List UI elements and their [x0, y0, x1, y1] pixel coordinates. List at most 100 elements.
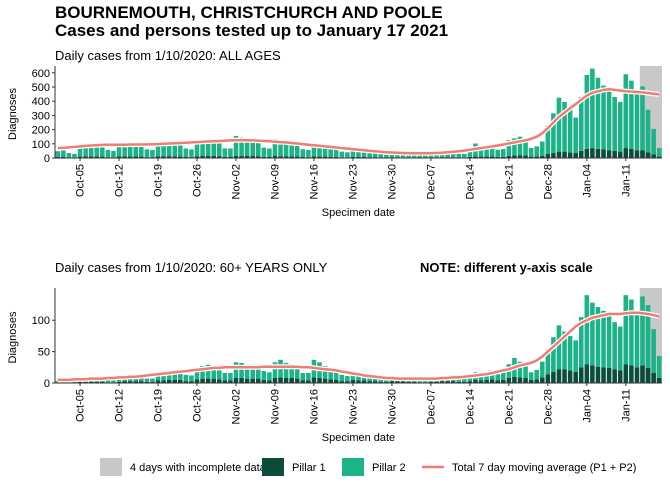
bar-segment — [161, 141, 166, 157]
legend-label: Pillar 2 — [372, 462, 406, 474]
bar-segment — [105, 150, 111, 158]
x-tick-label: Nov-23 — [347, 164, 359, 199]
bar-segment — [345, 381, 350, 383]
bar-segment — [606, 90, 612, 151]
bar-segment — [601, 149, 606, 158]
bar-segment — [651, 154, 656, 158]
bar-segment — [66, 153, 72, 158]
bar-segment — [601, 367, 606, 383]
bar-segment — [311, 142, 317, 157]
x-tick-label: Dec-14 — [464, 389, 476, 424]
bar-segment — [629, 299, 634, 366]
x-axis-label: Specimen date — [322, 207, 395, 219]
bar-segment — [562, 101, 567, 152]
bar-segment — [161, 380, 166, 383]
bar-segment — [534, 369, 539, 380]
bar-segment — [484, 147, 489, 157]
bar-segment — [172, 142, 178, 157]
bar-segment — [590, 302, 595, 366]
x-tick-label: Oct-19 — [153, 164, 165, 197]
bar-segment — [144, 378, 150, 382]
bar-segment — [517, 155, 523, 158]
bar-segment — [139, 145, 144, 157]
bar-segment — [384, 154, 389, 158]
bar-segment — [545, 154, 551, 158]
bar-segment — [261, 156, 267, 158]
x-tick-label: Dec-21 — [503, 389, 515, 424]
bar-segment — [601, 85, 606, 150]
bar-segment — [228, 372, 233, 381]
bar-segment — [222, 148, 228, 157]
bar-segment — [528, 156, 534, 158]
x-tick-label: Oct-12 — [114, 164, 126, 197]
bar-segment — [189, 375, 194, 382]
bar-segment — [239, 137, 244, 156]
bar-segment — [361, 380, 367, 383]
bar-segment — [100, 156, 105, 158]
bar-segment — [328, 146, 333, 157]
bar-segment — [306, 150, 311, 158]
bar-segment — [216, 367, 222, 380]
bar-segment — [578, 317, 584, 368]
bar-segment — [178, 379, 183, 383]
x-tick-label: Oct-26 — [192, 389, 204, 422]
bar-segment — [450, 381, 456, 383]
bar-segment — [233, 136, 239, 156]
x-tick-label: Jan-11 — [620, 389, 632, 422]
bar-segment — [645, 152, 651, 158]
bar-segment — [244, 138, 250, 157]
bar-segment — [467, 156, 473, 158]
bar-segment — [528, 379, 534, 383]
bar-segment — [489, 146, 495, 157]
bar-segment — [250, 156, 255, 158]
bar-segment — [200, 378, 205, 383]
bar-segment — [517, 136, 523, 156]
bar-segment — [428, 381, 434, 383]
bar-segment — [111, 380, 116, 383]
bar-segment — [144, 149, 150, 158]
bar-segment — [612, 369, 617, 383]
bar-segment — [629, 365, 634, 383]
bar-segment — [100, 381, 105, 383]
bar-segment — [233, 155, 239, 158]
bar-segment — [311, 377, 317, 383]
bar-segment — [161, 156, 166, 158]
bar-segment — [623, 74, 629, 149]
bar-segment — [539, 377, 545, 383]
bar-segment — [261, 371, 267, 380]
bar-segment — [573, 117, 578, 154]
bar-segment — [478, 374, 484, 381]
bar-segment — [94, 142, 100, 157]
bar-segment — [216, 156, 222, 158]
bar-segment — [88, 381, 94, 383]
bar-segment — [155, 142, 161, 157]
bar-segment — [623, 295, 629, 365]
x-tick-label: Oct-05 — [75, 164, 87, 197]
bar-segment — [645, 367, 651, 383]
bar-segment — [612, 322, 617, 370]
bar-segment — [216, 379, 222, 383]
x-tick-label: Dec-28 — [542, 389, 554, 424]
bar-segment — [584, 295, 590, 365]
legend-label: 4 days with incomplete data — [130, 462, 267, 474]
bar-segment — [656, 377, 662, 383]
legend-label: Pillar 1 — [292, 462, 326, 474]
bar-segment — [216, 141, 222, 157]
y-tick-label: 50 — [38, 347, 50, 359]
bar-segment — [634, 310, 640, 368]
bar-segment — [205, 156, 211, 158]
bar-segment — [339, 381, 345, 383]
bar-segment — [122, 156, 127, 158]
bar-segment — [166, 379, 172, 383]
legend-swatch — [262, 458, 284, 476]
bar-segment — [539, 155, 545, 158]
bar-segment — [239, 377, 244, 383]
bar-segment — [423, 155, 428, 158]
bar-segment — [606, 367, 612, 383]
bar-segment — [417, 155, 423, 158]
bar-segment — [200, 140, 205, 157]
bar-segment — [55, 381, 61, 383]
bar-segment — [501, 149, 506, 157]
bar-segment — [445, 381, 450, 383]
bar-segment — [545, 349, 551, 375]
